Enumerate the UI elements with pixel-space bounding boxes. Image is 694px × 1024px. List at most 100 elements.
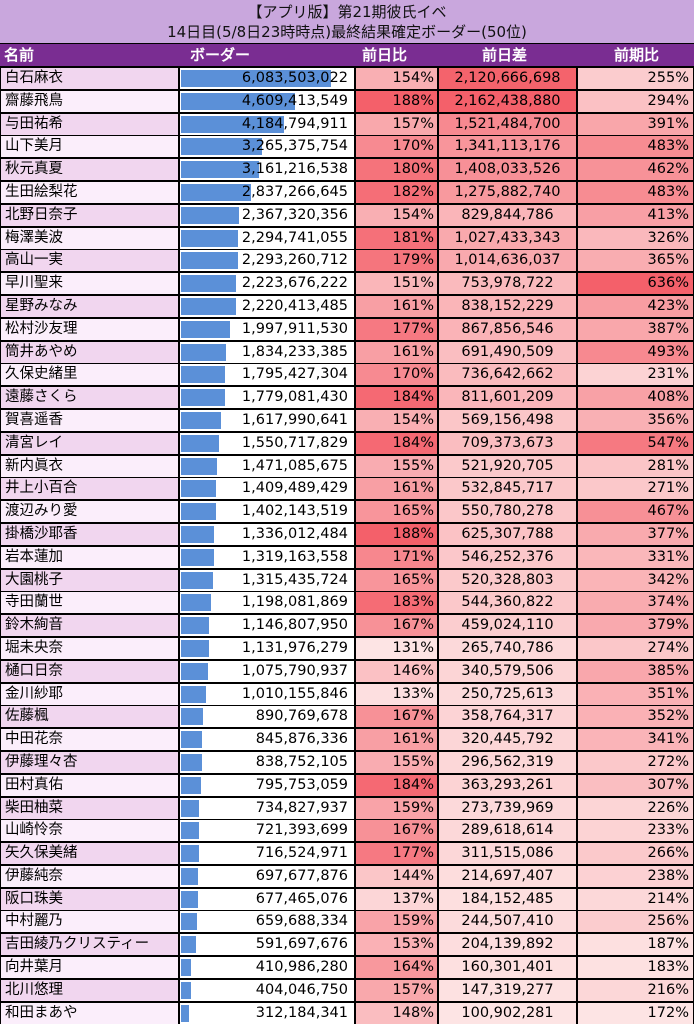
day-ratio-cell: 188% <box>356 523 437 545</box>
border-value: 677,465,076 <box>255 890 348 907</box>
day-diff-cell: 829,844,786 <box>439 204 576 226</box>
day-diff-cell: 265,740,786 <box>439 637 576 659</box>
member-name-cell: 生田絵梨花 <box>1 181 178 203</box>
member-name-cell: 北野日奈子 <box>1 204 178 226</box>
day-diff-cell: 1,341,113,176 <box>439 136 576 158</box>
period-ratio-cell: 294% <box>578 90 693 112</box>
table-row: 田村真佑 795,753,059 184% 363,293,261 307% <box>0 774 694 797</box>
border-value: 1,402,143,519 <box>241 503 348 520</box>
border-value: 2,294,741,055 <box>241 229 348 246</box>
border-data-bar <box>181 411 221 429</box>
border-cell: 2,220,413,485 <box>180 295 354 317</box>
border-data-bar <box>181 252 238 270</box>
period-ratio-cell: 233% <box>578 820 693 842</box>
day-diff-cell: 625,307,788 <box>439 523 576 545</box>
border-value: 716,524,971 <box>255 845 348 862</box>
period-ratio-cell: 271% <box>578 478 693 500</box>
member-name-cell: 秋元真夏 <box>1 159 178 181</box>
day-diff-cell: 273,739,969 <box>439 797 576 819</box>
period-ratio-cell: 547% <box>578 432 693 454</box>
period-ratio-cell: 365% <box>578 250 693 272</box>
header-day-diff: 前日差 <box>482 46 528 64</box>
border-data-bar <box>181 753 202 771</box>
day-ratio-cell: 181% <box>356 227 437 249</box>
member-name-cell: 大園桃子 <box>1 569 178 591</box>
border-cell: 1,198,081,869 <box>180 592 354 614</box>
border-cell: 3,161,216,538 <box>180 159 354 181</box>
table-row: 伊藤純奈 697,677,876 144% 214,697,407 238% <box>0 865 694 888</box>
border-data-bar <box>181 617 210 635</box>
border-data-bar <box>181 161 259 179</box>
day-ratio-cell: 165% <box>356 569 437 591</box>
border-data-bar <box>181 981 191 999</box>
day-diff-cell: 311,515,086 <box>439 843 576 865</box>
header-border: ボーダー <box>190 46 251 64</box>
table-row: 阪口珠美 677,465,076 137% 184,152,485 214% <box>0 888 694 911</box>
member-name-cell: 矢久保美緒 <box>1 843 178 865</box>
table-row: 柴田柚菜 734,827,937 159% 273,739,969 226% <box>0 797 694 820</box>
border-cell: 1,315,435,724 <box>180 569 354 591</box>
border-value: 721,393,699 <box>255 822 348 839</box>
day-diff-cell: 546,252,376 <box>439 546 576 568</box>
table-row: 堀未央奈 1,131,976,279 131% 265,740,786 274% <box>0 637 694 660</box>
period-ratio-cell: 172% <box>578 1002 693 1024</box>
day-diff-cell: 709,373,673 <box>439 432 576 454</box>
border-value: 1,010,155,846 <box>241 685 348 702</box>
member-name-cell: 和田まあや <box>1 1002 178 1024</box>
border-cell: 2,294,741,055 <box>180 227 354 249</box>
border-data-bar <box>181 480 216 498</box>
day-diff-cell: 250,725,613 <box>439 683 576 705</box>
table-row: 掛橋沙耶香 1,336,012,484 188% 625,307,788 377% <box>0 523 694 546</box>
table-row: 新内眞衣 1,471,085,675 155% 521,920,705 281% <box>0 455 694 478</box>
table-row: 生田絵梨花 2,837,266,645 182% 1,275,882,740 483% <box>0 181 694 204</box>
day-ratio-cell: 161% <box>356 478 437 500</box>
border-data-bar <box>181 845 199 863</box>
day-diff-cell: 147,319,277 <box>439 979 576 1001</box>
border-data-bar <box>181 525 214 543</box>
border-data-bar <box>181 936 196 954</box>
table-row: 大園桃子 1,315,435,724 165% 520,328,803 342% <box>0 569 694 592</box>
table-row: 岩本蓮加 1,319,163,558 171% 546,252,376 331% <box>0 546 694 569</box>
table-row: 中田花奈 845,876,336 161% 320,445,792 341% <box>0 728 694 751</box>
border-value: 591,697,676 <box>255 936 348 953</box>
border-cell: 1,409,489,429 <box>180 478 354 500</box>
table-row: 山下美月 3,265,375,754 170% 1,341,113,176 483% <box>0 135 694 158</box>
border-cell: 716,524,971 <box>180 843 354 865</box>
border-cell: 2,367,320,356 <box>180 204 354 226</box>
period-ratio-cell: 408% <box>578 387 693 409</box>
period-ratio-cell: 331% <box>578 546 693 568</box>
border-value: 2,367,320,356 <box>241 206 348 223</box>
day-diff-cell: 691,490,509 <box>439 341 576 363</box>
day-ratio-cell: 157% <box>356 979 437 1001</box>
border-data-bar <box>181 503 216 521</box>
day-ratio-cell: 167% <box>356 615 437 637</box>
border-data-bar <box>181 662 208 680</box>
period-ratio-cell: 238% <box>578 865 693 887</box>
day-ratio-cell: 133% <box>356 683 437 705</box>
period-ratio-cell: 483% <box>578 136 693 158</box>
border-data-bar <box>181 731 202 749</box>
day-diff-cell: 289,618,614 <box>439 820 576 842</box>
border-data-bar <box>181 890 198 908</box>
member-name-cell: 中田花奈 <box>1 729 178 751</box>
border-value: 659,688,334 <box>255 913 348 930</box>
day-ratio-cell: 159% <box>356 911 437 933</box>
border-cell: 2,223,676,222 <box>180 273 354 295</box>
member-name-cell: 阪口珠美 <box>1 888 178 910</box>
day-ratio-cell: 182% <box>356 181 437 203</box>
border-cell: 404,046,750 <box>180 979 354 1001</box>
day-ratio-cell: 167% <box>356 706 437 728</box>
day-ratio-cell: 184% <box>356 387 437 409</box>
member-name-cell: 白石麻衣 <box>1 68 178 89</box>
period-ratio-cell: 214% <box>578 888 693 910</box>
border-cell: 4,184,794,911 <box>180 113 354 135</box>
border-data-bar <box>181 708 203 726</box>
title-line-1: 【アプリ版】第21期彼氏イベ <box>247 3 447 21</box>
day-diff-cell: 521,920,705 <box>439 455 576 477</box>
table-row: 筒井あやめ 1,834,233,385 161% 691,490,509 493% <box>0 341 694 364</box>
day-ratio-cell: 177% <box>356 843 437 865</box>
member-name-cell: 新内眞衣 <box>1 455 178 477</box>
border-cell: 3,265,375,754 <box>180 136 354 158</box>
border-data-bar <box>181 959 192 977</box>
table-row: 井上小百合 1,409,489,429 161% 532,845,717 271% <box>0 477 694 500</box>
